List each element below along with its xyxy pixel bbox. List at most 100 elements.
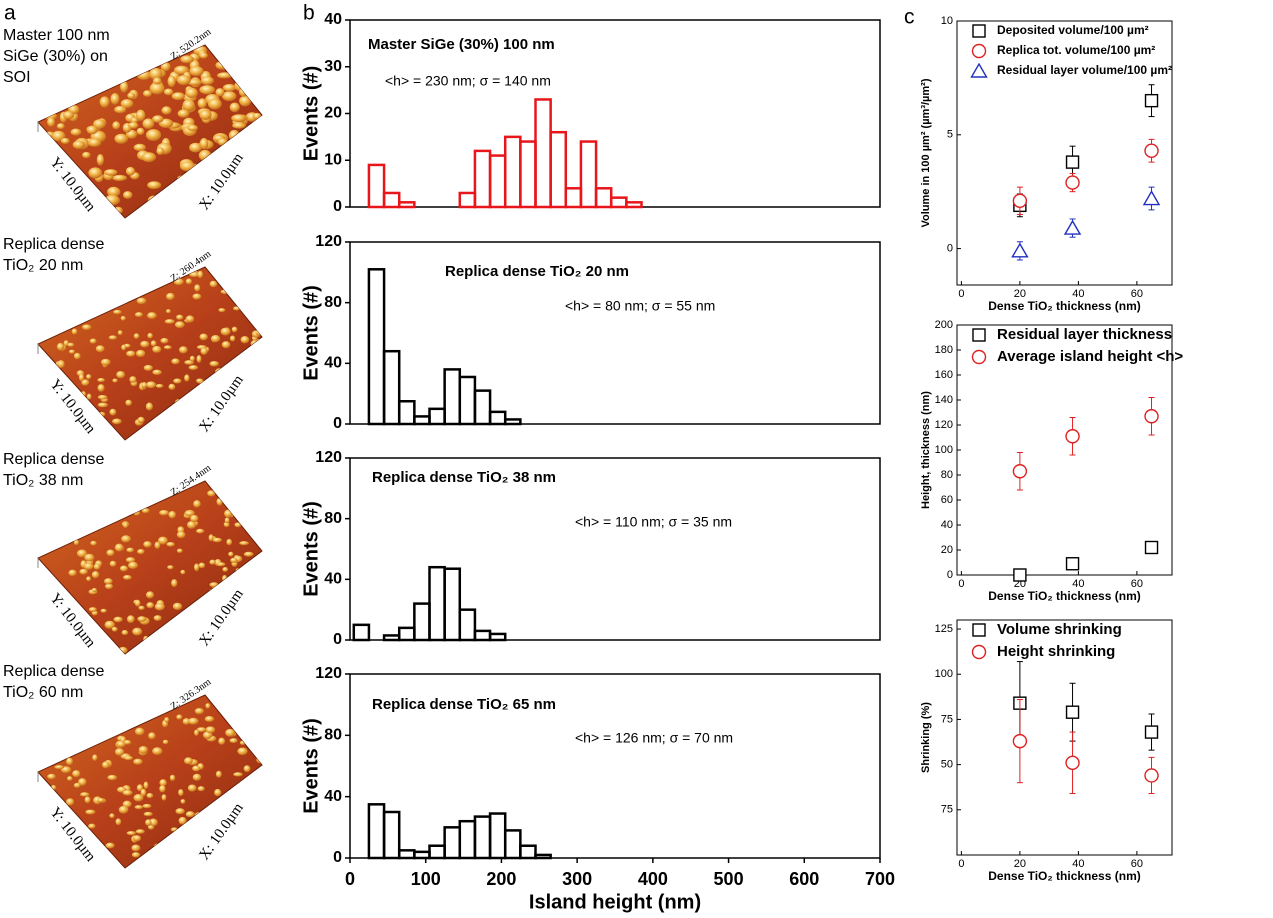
afm-caption: Master 100 nm — [3, 27, 110, 44]
afm-island — [180, 55, 194, 64]
x-tick-label: 20 — [1014, 858, 1026, 870]
marker — [972, 328, 986, 342]
afm-island — [161, 794, 167, 801]
afm-island — [136, 297, 147, 305]
afm-island — [116, 740, 126, 748]
bar — [382, 191, 401, 209]
y-tick-label: 40 — [324, 11, 342, 28]
afm-island — [106, 549, 115, 557]
afm-island — [115, 818, 122, 826]
afm-island — [177, 109, 190, 118]
afm-island — [209, 559, 216, 565]
afm-island — [178, 405, 188, 414]
afm-island — [171, 358, 180, 365]
afm-island — [62, 111, 75, 120]
afm-caption: Replica dense — [3, 451, 105, 468]
afm-island — [228, 361, 238, 370]
afm-island — [80, 792, 90, 797]
afm-island — [243, 149, 255, 157]
afm-island — [192, 773, 202, 781]
afm-island — [217, 138, 228, 146]
afm-island — [66, 776, 73, 781]
afm-island — [221, 341, 231, 349]
afm-island — [162, 739, 169, 745]
chart-title: Master SiGe (30%) 100 nm — [368, 36, 555, 53]
afm-island — [160, 62, 171, 72]
afm-island — [174, 321, 185, 329]
afm-island — [107, 186, 121, 197]
bar — [397, 849, 416, 860]
afm-island — [92, 754, 98, 761]
afm-island — [157, 536, 168, 545]
afm-island — [187, 124, 199, 132]
afm-island — [229, 738, 238, 744]
afm-island — [95, 345, 105, 353]
afm-island — [218, 308, 226, 313]
afm-island — [73, 539, 79, 546]
afm-island — [199, 85, 215, 95]
marker — [1012, 464, 1028, 479]
y-tick-label: 80 — [324, 727, 342, 744]
afm-island — [114, 543, 124, 552]
afm-island — [233, 306, 241, 311]
afm-island — [199, 380, 210, 389]
bar — [397, 201, 416, 209]
afm-island — [141, 152, 157, 163]
bar — [609, 196, 628, 209]
afm-island — [78, 778, 87, 786]
afm-island — [172, 602, 183, 610]
afm-island — [138, 605, 145, 610]
afm-island — [133, 509, 141, 516]
bar — [413, 850, 431, 860]
bar — [488, 812, 507, 860]
afm-island — [200, 76, 214, 86]
afm-island — [167, 75, 176, 88]
afm-island — [134, 727, 145, 736]
x-tick-label: 60 — [1131, 578, 1143, 590]
afm-island — [119, 81, 129, 93]
afm-island — [117, 330, 123, 336]
marker — [1144, 143, 1159, 158]
afm-island — [133, 143, 146, 152]
legend-label: Height shrinking — [997, 643, 1115, 660]
afm-island — [145, 381, 157, 389]
afm-island — [60, 137, 70, 145]
panel-label: a — [4, 2, 16, 25]
annotation: <h> = 110 nm; σ = 35 nm — [575, 514, 732, 530]
afm-island — [112, 418, 122, 425]
afm-island — [112, 121, 121, 130]
marker — [1011, 242, 1029, 258]
afm-island — [66, 757, 74, 766]
afm-island — [88, 167, 103, 179]
afm-island — [204, 715, 215, 723]
legend-label: Replica tot. volume/100 µm² — [997, 43, 1155, 57]
afm-island — [173, 378, 182, 384]
afm-island — [121, 630, 129, 636]
afm-island — [84, 796, 91, 804]
afm-island — [189, 272, 200, 278]
afm-island — [270, 560, 280, 568]
afm-island — [262, 120, 275, 129]
afm-island — [145, 402, 153, 411]
afm-island — [153, 843, 164, 851]
bar — [382, 634, 401, 642]
afm-island — [155, 383, 164, 389]
afm-island — [103, 578, 113, 585]
x-tick-label: 0 — [958, 288, 964, 300]
afm-island — [108, 335, 118, 340]
afm-island — [239, 95, 252, 107]
afm-island — [134, 599, 141, 607]
x-tick-label: 500 — [714, 869, 744, 889]
afm-caption: TiO₂ 60 nm — [3, 684, 83, 701]
afm-island — [72, 140, 86, 150]
afm-island — [231, 794, 239, 800]
afm-island — [254, 126, 262, 137]
afm-island — [112, 378, 118, 383]
marker — [1063, 219, 1082, 235]
afm-caption: TiO₂ 20 nm — [3, 257, 83, 274]
bar — [594, 187, 613, 209]
y-tick-label: 0 — [947, 569, 953, 581]
afm-island — [142, 90, 152, 97]
afm-island — [199, 52, 208, 59]
